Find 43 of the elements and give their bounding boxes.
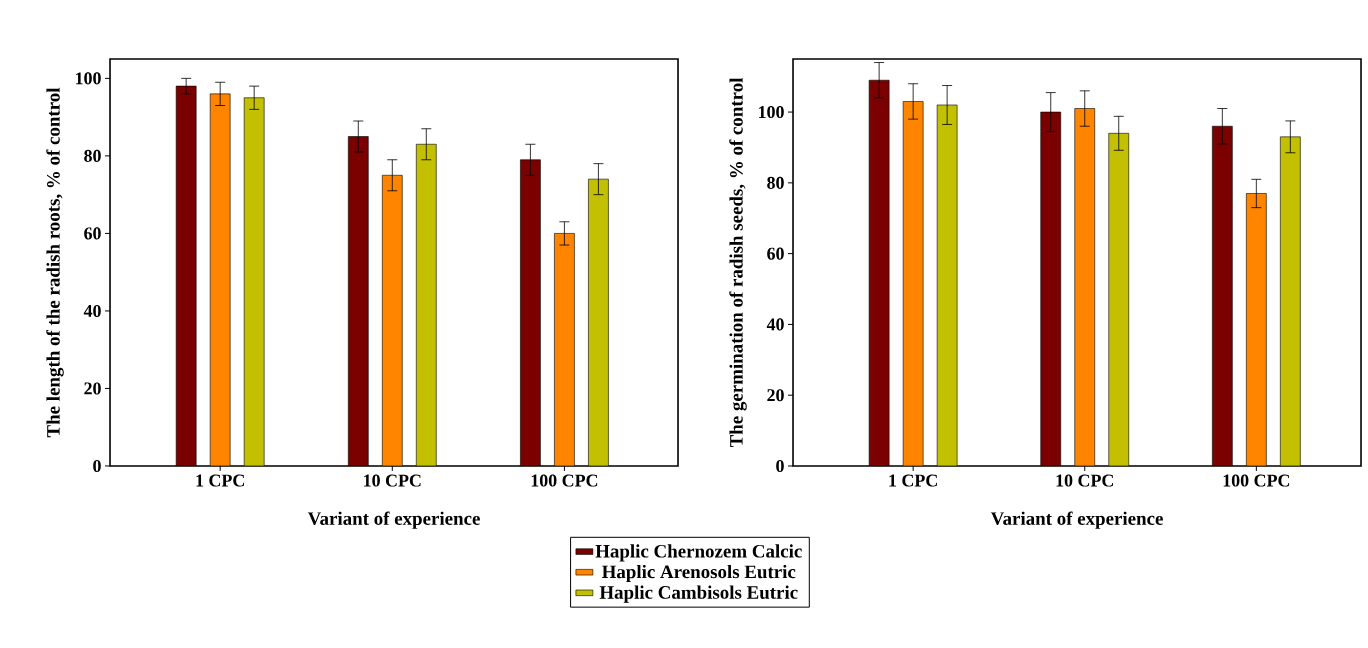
bar	[1040, 111, 1062, 466]
legend-label: Haplic Arenosols Eutric	[601, 564, 796, 583]
bar	[1212, 125, 1233, 466]
y-tick-label: 20	[84, 382, 101, 395]
bar	[175, 85, 197, 466]
legend-label: Haplic Cambisols Eutric	[599, 585, 798, 603]
y-axis-title: The germination of radish seeds, % of control	[729, 77, 747, 448]
bar	[1246, 193, 1267, 466]
y-tick-label: 100	[759, 106, 784, 119]
bar	[243, 97, 265, 466]
legend-label: Haplic Chernozem Calcic	[595, 544, 802, 562]
bar	[415, 143, 437, 466]
y-tick-label: 40	[766, 318, 784, 331]
y-axis-title: The length of the radish roots, % of control	[46, 87, 64, 438]
bar	[347, 136, 369, 466]
bar	[520, 159, 541, 466]
x-tick-label: 100 CPC	[531, 474, 598, 487]
y-tick-label: 100	[76, 72, 101, 85]
x-axis-title: Variant of experience	[307, 511, 480, 529]
x-tick-label: 100 CPC	[1223, 474, 1290, 487]
y-tick-label: 60	[84, 227, 101, 240]
y-tick-label: 40	[83, 304, 101, 317]
bar	[868, 79, 890, 466]
y-tick-label: 80	[767, 176, 784, 189]
y-tick-label: 20	[767, 389, 784, 402]
bar	[902, 101, 924, 466]
bar	[1280, 136, 1301, 466]
bar	[209, 93, 231, 466]
y-tick-label: 80	[84, 149, 101, 162]
x-tick-label: 1 CPC	[196, 474, 244, 487]
x-axis-title: Variant of experience	[990, 511, 1163, 529]
x-tick-label: 10 CPC	[1056, 474, 1114, 487]
bar	[936, 104, 958, 466]
y-tick-label: 60	[767, 247, 784, 260]
bar	[381, 174, 403, 466]
bar	[1108, 133, 1130, 466]
x-tick-label: 10 CPC	[364, 474, 421, 487]
x-tick-label: 1 CPC	[889, 474, 937, 487]
bar	[554, 233, 575, 466]
y-tick-label: 0	[776, 459, 784, 473]
bar	[588, 178, 609, 466]
y-tick-label: 0	[93, 459, 101, 473]
bar	[1074, 108, 1096, 466]
